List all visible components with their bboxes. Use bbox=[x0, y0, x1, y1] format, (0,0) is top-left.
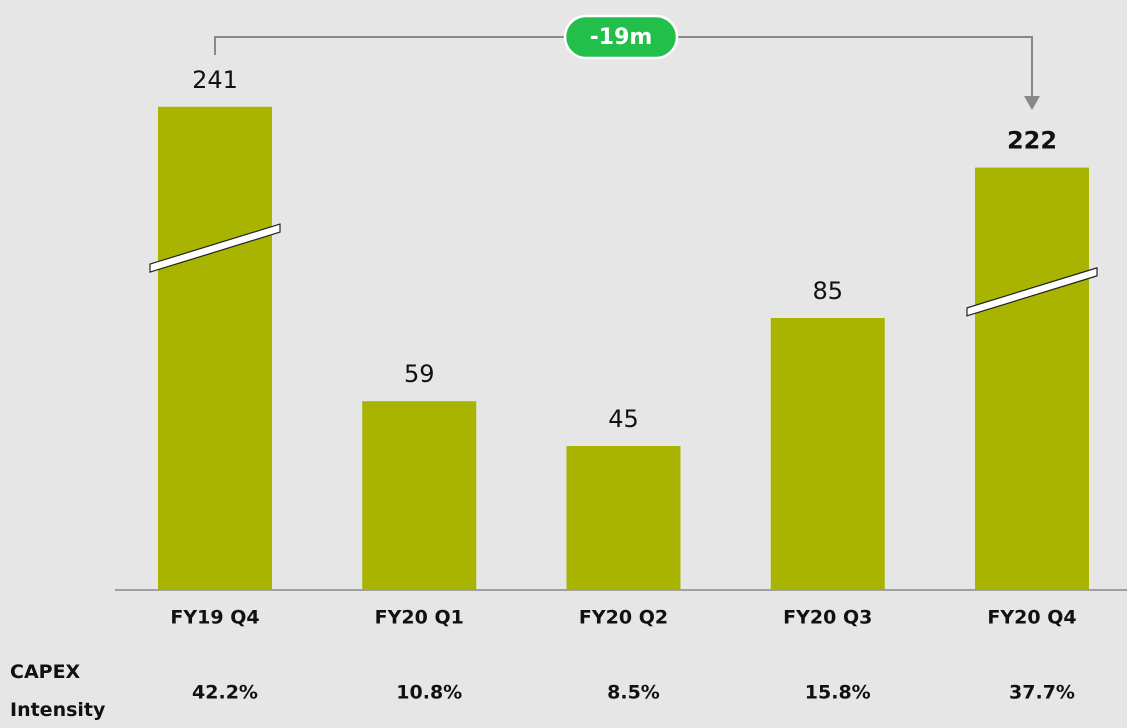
value-label: 85 bbox=[812, 277, 843, 305]
x-tick-label: FY20 Q4 bbox=[987, 607, 1076, 629]
annotation: -19m bbox=[590, 25, 653, 50]
intensity-value: 15.8% bbox=[805, 682, 871, 704]
x-tick-label: FY20 Q1 bbox=[375, 607, 464, 629]
value-label: 45 bbox=[608, 405, 639, 433]
bar bbox=[975, 167, 1089, 590]
intensity-value: 37.7% bbox=[1009, 682, 1075, 704]
x-tick-label: FY20 Q2 bbox=[579, 607, 668, 629]
intensity-value: 42.2% bbox=[192, 682, 258, 704]
bar bbox=[770, 318, 885, 590]
bar bbox=[566, 446, 681, 590]
x-tick-label: FY20 Q3 bbox=[783, 607, 872, 629]
bar bbox=[158, 106, 272, 591]
badge bbox=[563, 14, 679, 60]
x-tick-label: FY19 Q4 bbox=[170, 607, 259, 629]
axis-break bbox=[149, 223, 281, 273]
value-label: 59 bbox=[404, 360, 435, 388]
value-label: 241 bbox=[192, 66, 238, 94]
axis-break bbox=[966, 267, 1098, 317]
value-label: 222 bbox=[1007, 127, 1057, 155]
intensity-label-line: CAPEX bbox=[10, 661, 81, 683]
arrow-head bbox=[1024, 96, 1040, 110]
intensity-label: CAPEX Intensity bbox=[10, 661, 106, 721]
intensity-value: 8.5% bbox=[607, 682, 660, 704]
intensity-value: 10.8% bbox=[396, 682, 462, 704]
intensity-label-line: Intensity bbox=[10, 699, 106, 721]
bar bbox=[362, 401, 477, 590]
